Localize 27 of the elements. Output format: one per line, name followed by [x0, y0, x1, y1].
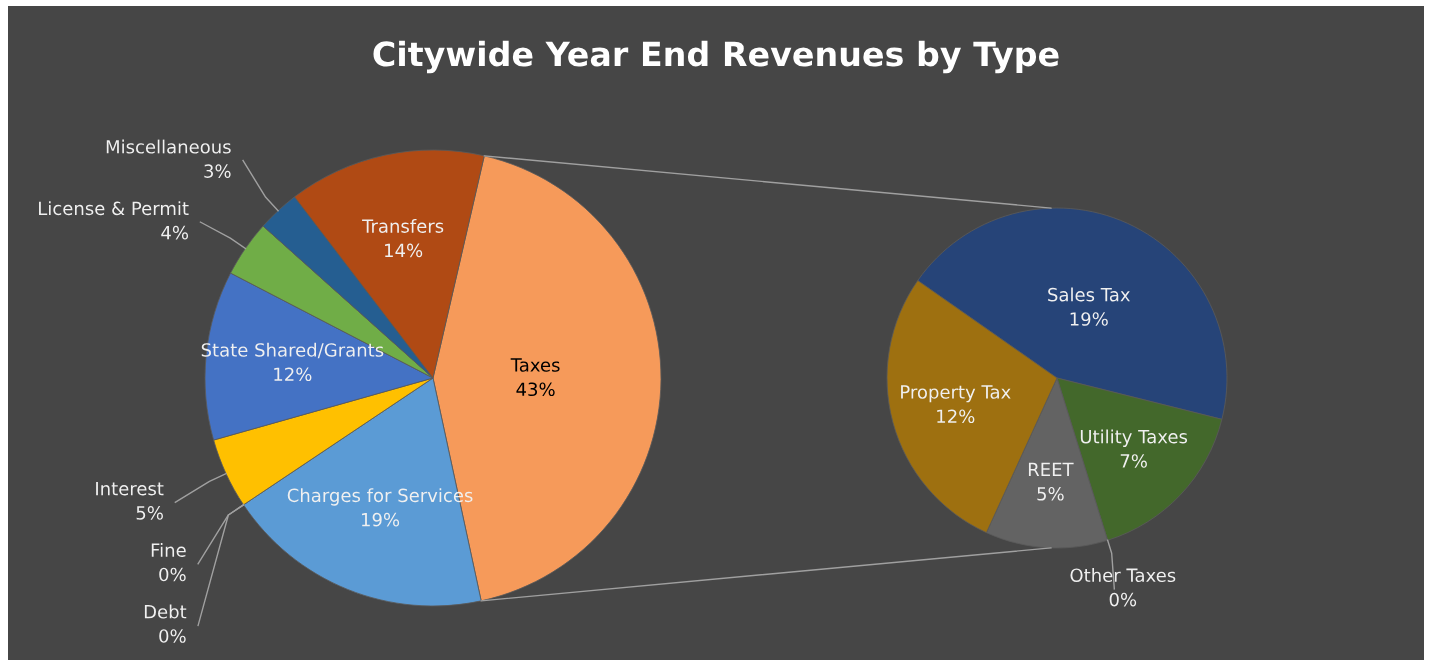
- data-label: 5%: [1037, 486, 1064, 501]
- data-label: 19%: [1070, 312, 1108, 326]
- category-label: Debt: [144, 604, 187, 619]
- slice-label: Interest: [96, 481, 164, 496]
- slice-label: REET: [1028, 462, 1074, 477]
- data-label: 5%: [136, 506, 163, 520]
- text: 0%: [1109, 592, 1137, 607]
- category-label: Fine: [151, 542, 186, 557]
- data-label: 4%: [161, 225, 189, 240]
- data-label: 12%: [274, 367, 312, 382]
- data-label: 12%: [937, 409, 975, 424]
- data-label: 43%: [516, 382, 555, 397]
- data-label: 7%: [1120, 454, 1147, 468]
- text: 0%: [159, 629, 186, 643]
- slice-label: Miscellaneous: [106, 139, 231, 154]
- chart-title: Citywide Year End Revenues by Type: [373, 40, 1059, 74]
- slice-label: Sales Tax: [1048, 287, 1130, 302]
- data-label: 19%: [361, 512, 400, 527]
- slice-label: Transfers: [362, 218, 444, 233]
- data-label: 3%: [204, 164, 231, 178]
- slice-label: Taxes: [510, 358, 560, 372]
- category-label: Other Taxes: [1070, 568, 1176, 583]
- slice-label: License & Permit: [39, 201, 189, 216]
- slice-label: Utility Taxes: [1080, 429, 1188, 447]
- data-label: 14%: [385, 243, 423, 258]
- text: 0%: [159, 567, 186, 582]
- slice-label: Property Tax: [901, 385, 1011, 403]
